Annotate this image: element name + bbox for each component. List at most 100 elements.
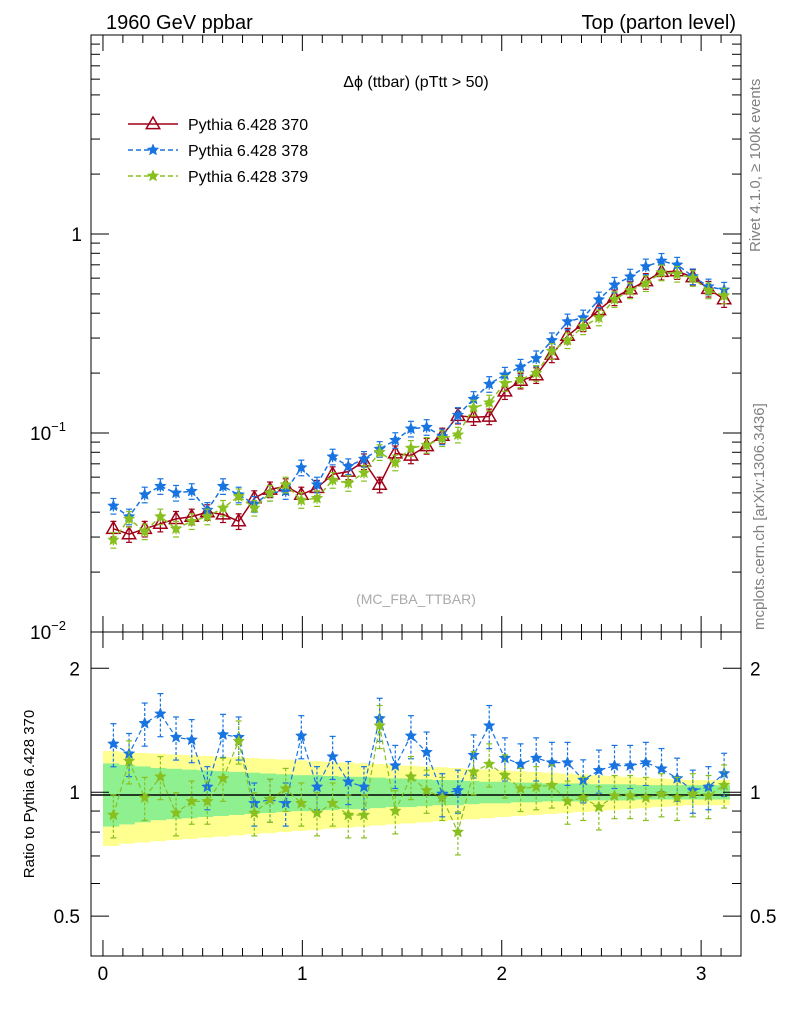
data-point xyxy=(169,486,183,499)
series-3 xyxy=(107,264,731,549)
data-point xyxy=(138,488,152,501)
data-point xyxy=(451,408,465,421)
ratio-data-point xyxy=(263,792,277,805)
data-point xyxy=(670,267,684,280)
ratio-data-point xyxy=(608,789,621,802)
ratio-data-point xyxy=(341,775,355,788)
ratio-data-point xyxy=(514,757,527,770)
ratio-data-point xyxy=(247,806,261,819)
ratio-data-point xyxy=(232,734,246,747)
data-point xyxy=(592,292,606,306)
ratio-data-point xyxy=(545,778,559,791)
ratio-series-line xyxy=(112,725,725,834)
green-band-segment xyxy=(494,781,511,804)
main-panel: 110−110−2 Δϕ (ttbar) (pTtt > 50) (MC_FBA… xyxy=(30,34,742,644)
data-point xyxy=(608,292,621,305)
ratio-data-point xyxy=(529,780,543,793)
data-point xyxy=(232,489,246,502)
ratio-data-point xyxy=(561,755,574,769)
ratio-data-point xyxy=(357,780,371,793)
data-point xyxy=(216,501,230,514)
ratio-data-point xyxy=(529,751,543,764)
legend-marker xyxy=(146,169,160,182)
data-point xyxy=(279,478,293,491)
ratio-data-point xyxy=(154,707,167,720)
header-right: Top (parton level) xyxy=(581,12,736,34)
ratio-frame xyxy=(90,631,742,957)
ratio-data-point xyxy=(107,737,120,750)
ratio-data-point xyxy=(138,716,152,729)
y-tick-label-base: 10 xyxy=(30,623,51,644)
ratio-data-point xyxy=(279,782,293,795)
y-tick-label-exp: −2 xyxy=(51,618,66,633)
ratio-tick-label-left: 1 xyxy=(69,783,80,804)
data-point xyxy=(310,491,324,504)
series-1 xyxy=(105,262,733,543)
data-point xyxy=(420,420,433,433)
ratio-data-point xyxy=(514,782,527,795)
ratio-data-point xyxy=(388,759,402,772)
data-point xyxy=(247,501,261,514)
data-point xyxy=(623,283,637,296)
data-point xyxy=(263,486,277,499)
data-point xyxy=(623,270,637,283)
data-point xyxy=(514,360,527,373)
data-point xyxy=(185,514,199,527)
ratio-data-point xyxy=(326,796,339,809)
data-point xyxy=(154,479,167,492)
legend: Pythia 6.428 370 Pythia 6.428 378 Pythia 6… xyxy=(128,115,308,186)
y-tick-label: 10−1 xyxy=(30,419,66,445)
data-point xyxy=(138,524,152,537)
data-point xyxy=(655,265,668,278)
ratio-ticks: 0.5 0.5 1 1 2 2 xyxy=(54,659,777,928)
y-tick-label: 10−2 xyxy=(30,618,66,644)
ratio-data-point xyxy=(326,749,339,763)
ratio-tick-label-right: 0.5 xyxy=(750,907,776,928)
chart-watermark: (MC_FBA_TTBAR) xyxy=(356,591,476,607)
data-point xyxy=(357,466,371,479)
ratio-data-point xyxy=(185,733,199,746)
ratio-data-point xyxy=(357,808,371,821)
ratio-data-point xyxy=(169,730,183,743)
ratio-data-point xyxy=(247,796,261,809)
ratio-data-point xyxy=(576,790,590,804)
ratio-data-point xyxy=(154,770,167,783)
data-point xyxy=(481,407,498,422)
data-point xyxy=(482,377,496,390)
ratio-tick-label-right: 1 xyxy=(750,783,761,804)
x-tick-label: 1 xyxy=(297,964,308,985)
data-point xyxy=(639,259,653,272)
green-band-segment xyxy=(478,781,496,804)
ratio-data-point xyxy=(420,745,433,758)
data-point xyxy=(357,452,371,465)
y-tick-label: 1 xyxy=(71,225,82,246)
y-tick-label-base: 10 xyxy=(30,424,51,445)
green-band-segment xyxy=(165,768,182,820)
main-series-group xyxy=(105,252,733,549)
ratio-data-point xyxy=(169,806,183,819)
ratio-panel: 0.5 0.5 1 1 2 2 Ratio to Pythia 6.428 370 xyxy=(21,631,777,957)
ratio-data-point xyxy=(435,790,449,804)
ratio-data-point xyxy=(592,800,606,813)
chart-title: Δϕ (ttbar) (pTtt > 50) xyxy=(343,74,488,91)
data-point xyxy=(169,522,183,535)
legend-label: Pythia 6.428 379 xyxy=(188,169,308,186)
ratio-data-point xyxy=(561,794,574,807)
ratio-data-point xyxy=(310,780,324,793)
ratio-data-point xyxy=(482,757,496,770)
data-point xyxy=(482,396,496,409)
data-point xyxy=(107,499,120,512)
data-point xyxy=(216,479,230,492)
green-band-segment xyxy=(400,778,417,808)
data-point xyxy=(465,408,482,423)
green-band-segment xyxy=(181,769,198,819)
ratio-data-point xyxy=(592,763,606,776)
data-point xyxy=(371,476,388,490)
data-point xyxy=(655,254,668,267)
data-point xyxy=(294,460,308,474)
data-point xyxy=(122,512,136,525)
data-point xyxy=(310,478,324,491)
data-point xyxy=(341,476,355,489)
ratio-data-point xyxy=(107,808,120,821)
